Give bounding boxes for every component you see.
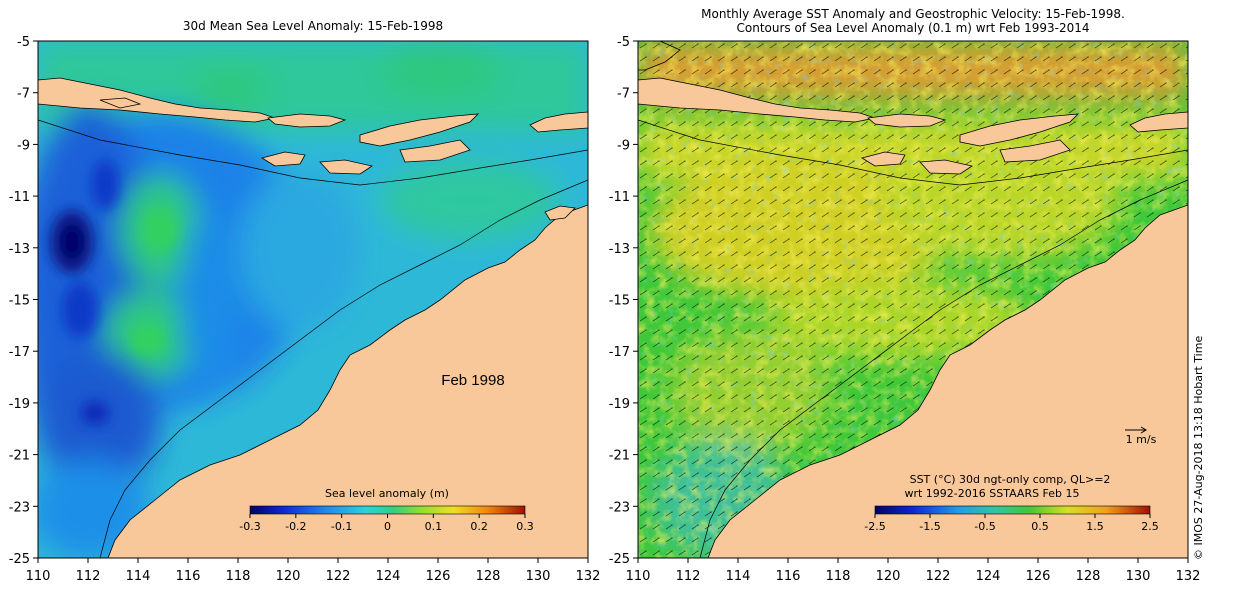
left-map-title: 30d Mean Sea Level Anomaly: 15-Feb-1998: [182, 19, 444, 33]
lon-tick-label: 120: [276, 569, 301, 584]
imos-credit: © IMOS 27-Aug-2018 13:18 Hobart Time: [1192, 335, 1205, 560]
colorbar-tick-label: -0.3: [239, 520, 260, 533]
sst-note-line1: SST (°C) 30d ngt-only comp, QL>=2: [910, 473, 1111, 486]
lon-tick-label: 128: [1076, 569, 1101, 584]
lon-tick-label: 126: [1026, 569, 1051, 584]
lon-tick-label: 130: [526, 569, 551, 584]
sst-colorbar: -2.5 -1.5 -0.5 0.5 1.5 2.5: [864, 505, 1159, 533]
lon-tick-label: 112: [676, 569, 701, 584]
lat-tick-label: -13: [9, 242, 30, 257]
colorbar-tick-label: 0.3: [516, 520, 534, 533]
lon-tick-label: 124: [976, 569, 1001, 584]
colorbar-tick-label: -0.1: [331, 520, 352, 533]
lat-tick-label: -19: [9, 397, 30, 412]
lon-tick-label: 118: [226, 569, 251, 584]
colorbar-tick-label: 0.5: [1031, 520, 1049, 533]
sst-note-line2: wrt 1992-2016 SSTAARS Feb 15: [904, 487, 1079, 500]
colorbar-tick-label: 1.5: [1086, 520, 1104, 533]
left-map-axes: 110 112 114 116 118 120 122 124 126 128 130 132 -5 -7…: [9, 35, 601, 584]
lat-tick-label: -15: [609, 294, 630, 309]
map-date-annotation: Feb 1998: [441, 372, 504, 389]
lat-tick-label: -13: [609, 242, 630, 257]
lat-tick-label: -11: [9, 190, 30, 205]
lat-tick-label: -23: [9, 500, 30, 515]
lon-tick-label: 110: [626, 569, 651, 584]
lon-tick-label: 114: [126, 569, 151, 584]
sla-colorbar-label: Sea level anomaly (m): [325, 487, 449, 500]
lat-tick-label: -5: [17, 35, 30, 50]
lon-tick-label: 112: [76, 569, 101, 584]
colorbar-tick-label: 0.1: [425, 520, 443, 533]
lat-tick-label: -25: [9, 552, 30, 567]
colorbar-tick-label: -0.5: [974, 520, 995, 533]
lat-tick-label: -9: [617, 138, 630, 153]
lon-tick-label: 122: [326, 569, 351, 584]
lon-tick-label: 116: [776, 569, 801, 584]
right-map-title-line1: Monthly Average SST Anomaly and Geostrop…: [701, 7, 1125, 21]
lat-tick-label: -25: [609, 552, 630, 567]
lat-tick-label: -21: [9, 449, 30, 464]
colorbar-tick-label: -0.2: [285, 520, 306, 533]
lon-tick-label: 116: [176, 569, 201, 584]
lon-tick-label: 122: [926, 569, 951, 584]
sst-field: [638, 41, 1188, 558]
lat-tick-label: -19: [609, 397, 630, 412]
lon-tick-label: 132: [1176, 569, 1201, 584]
lon-tick-label: 128: [476, 569, 501, 584]
colorbar-tick-label: 0: [384, 520, 391, 533]
lat-tick-label: -7: [17, 87, 30, 102]
lat-tick-label: -9: [17, 138, 30, 153]
colorbar-tick-label: -2.5: [864, 520, 885, 533]
sla-colorbar: Sea level anomaly (m) -0.3 -0.2 -0.1 0 0.1 0.…: [239, 487, 533, 533]
lon-tick-label: 118: [826, 569, 851, 584]
lat-tick-label: -17: [609, 345, 630, 360]
lon-tick-label: 126: [426, 569, 451, 584]
lat-tick-label: -11: [609, 190, 630, 205]
lon-tick-label: 124: [376, 569, 401, 584]
right-map: 1 m/s SST (°C) 30d ngt-only comp, QL>=2 …: [637, 40, 1189, 559]
colorbar-tick-label: 2.5: [1141, 520, 1159, 533]
lat-tick-label: -7: [617, 87, 630, 102]
colorbar-tick-label: -1.5: [919, 520, 940, 533]
lat-tick-label: -5: [617, 35, 630, 50]
colorbar-tick-label: 0.2: [470, 520, 488, 533]
lat-tick-label: -15: [9, 294, 30, 309]
lon-tick-label: 110: [26, 569, 51, 584]
vector-scale-label: 1 m/s: [1126, 433, 1157, 446]
vector-scale: 1 m/s: [1125, 426, 1157, 446]
lon-tick-label: 132: [576, 569, 601, 584]
lon-tick-label: 120: [876, 569, 901, 584]
lat-tick-label: -21: [609, 449, 630, 464]
right-map-title-line2: Contours of Sea Level Anomaly (0.1 m) wr…: [736, 21, 1090, 35]
sla-field: [38, 41, 588, 558]
lat-tick-label: -17: [9, 345, 30, 360]
left-map: Feb 1998 Sea level anomaly (m) -0.3 -0.2 -…: [37, 40, 589, 559]
lon-tick-label: 114: [726, 569, 751, 584]
lon-tick-label: 130: [1126, 569, 1151, 584]
lat-tick-label: -23: [609, 500, 630, 515]
right-map-axes: 110 112 114 116 118 120 122 124 126 128 130 132 -5 -7…: [609, 35, 1201, 584]
